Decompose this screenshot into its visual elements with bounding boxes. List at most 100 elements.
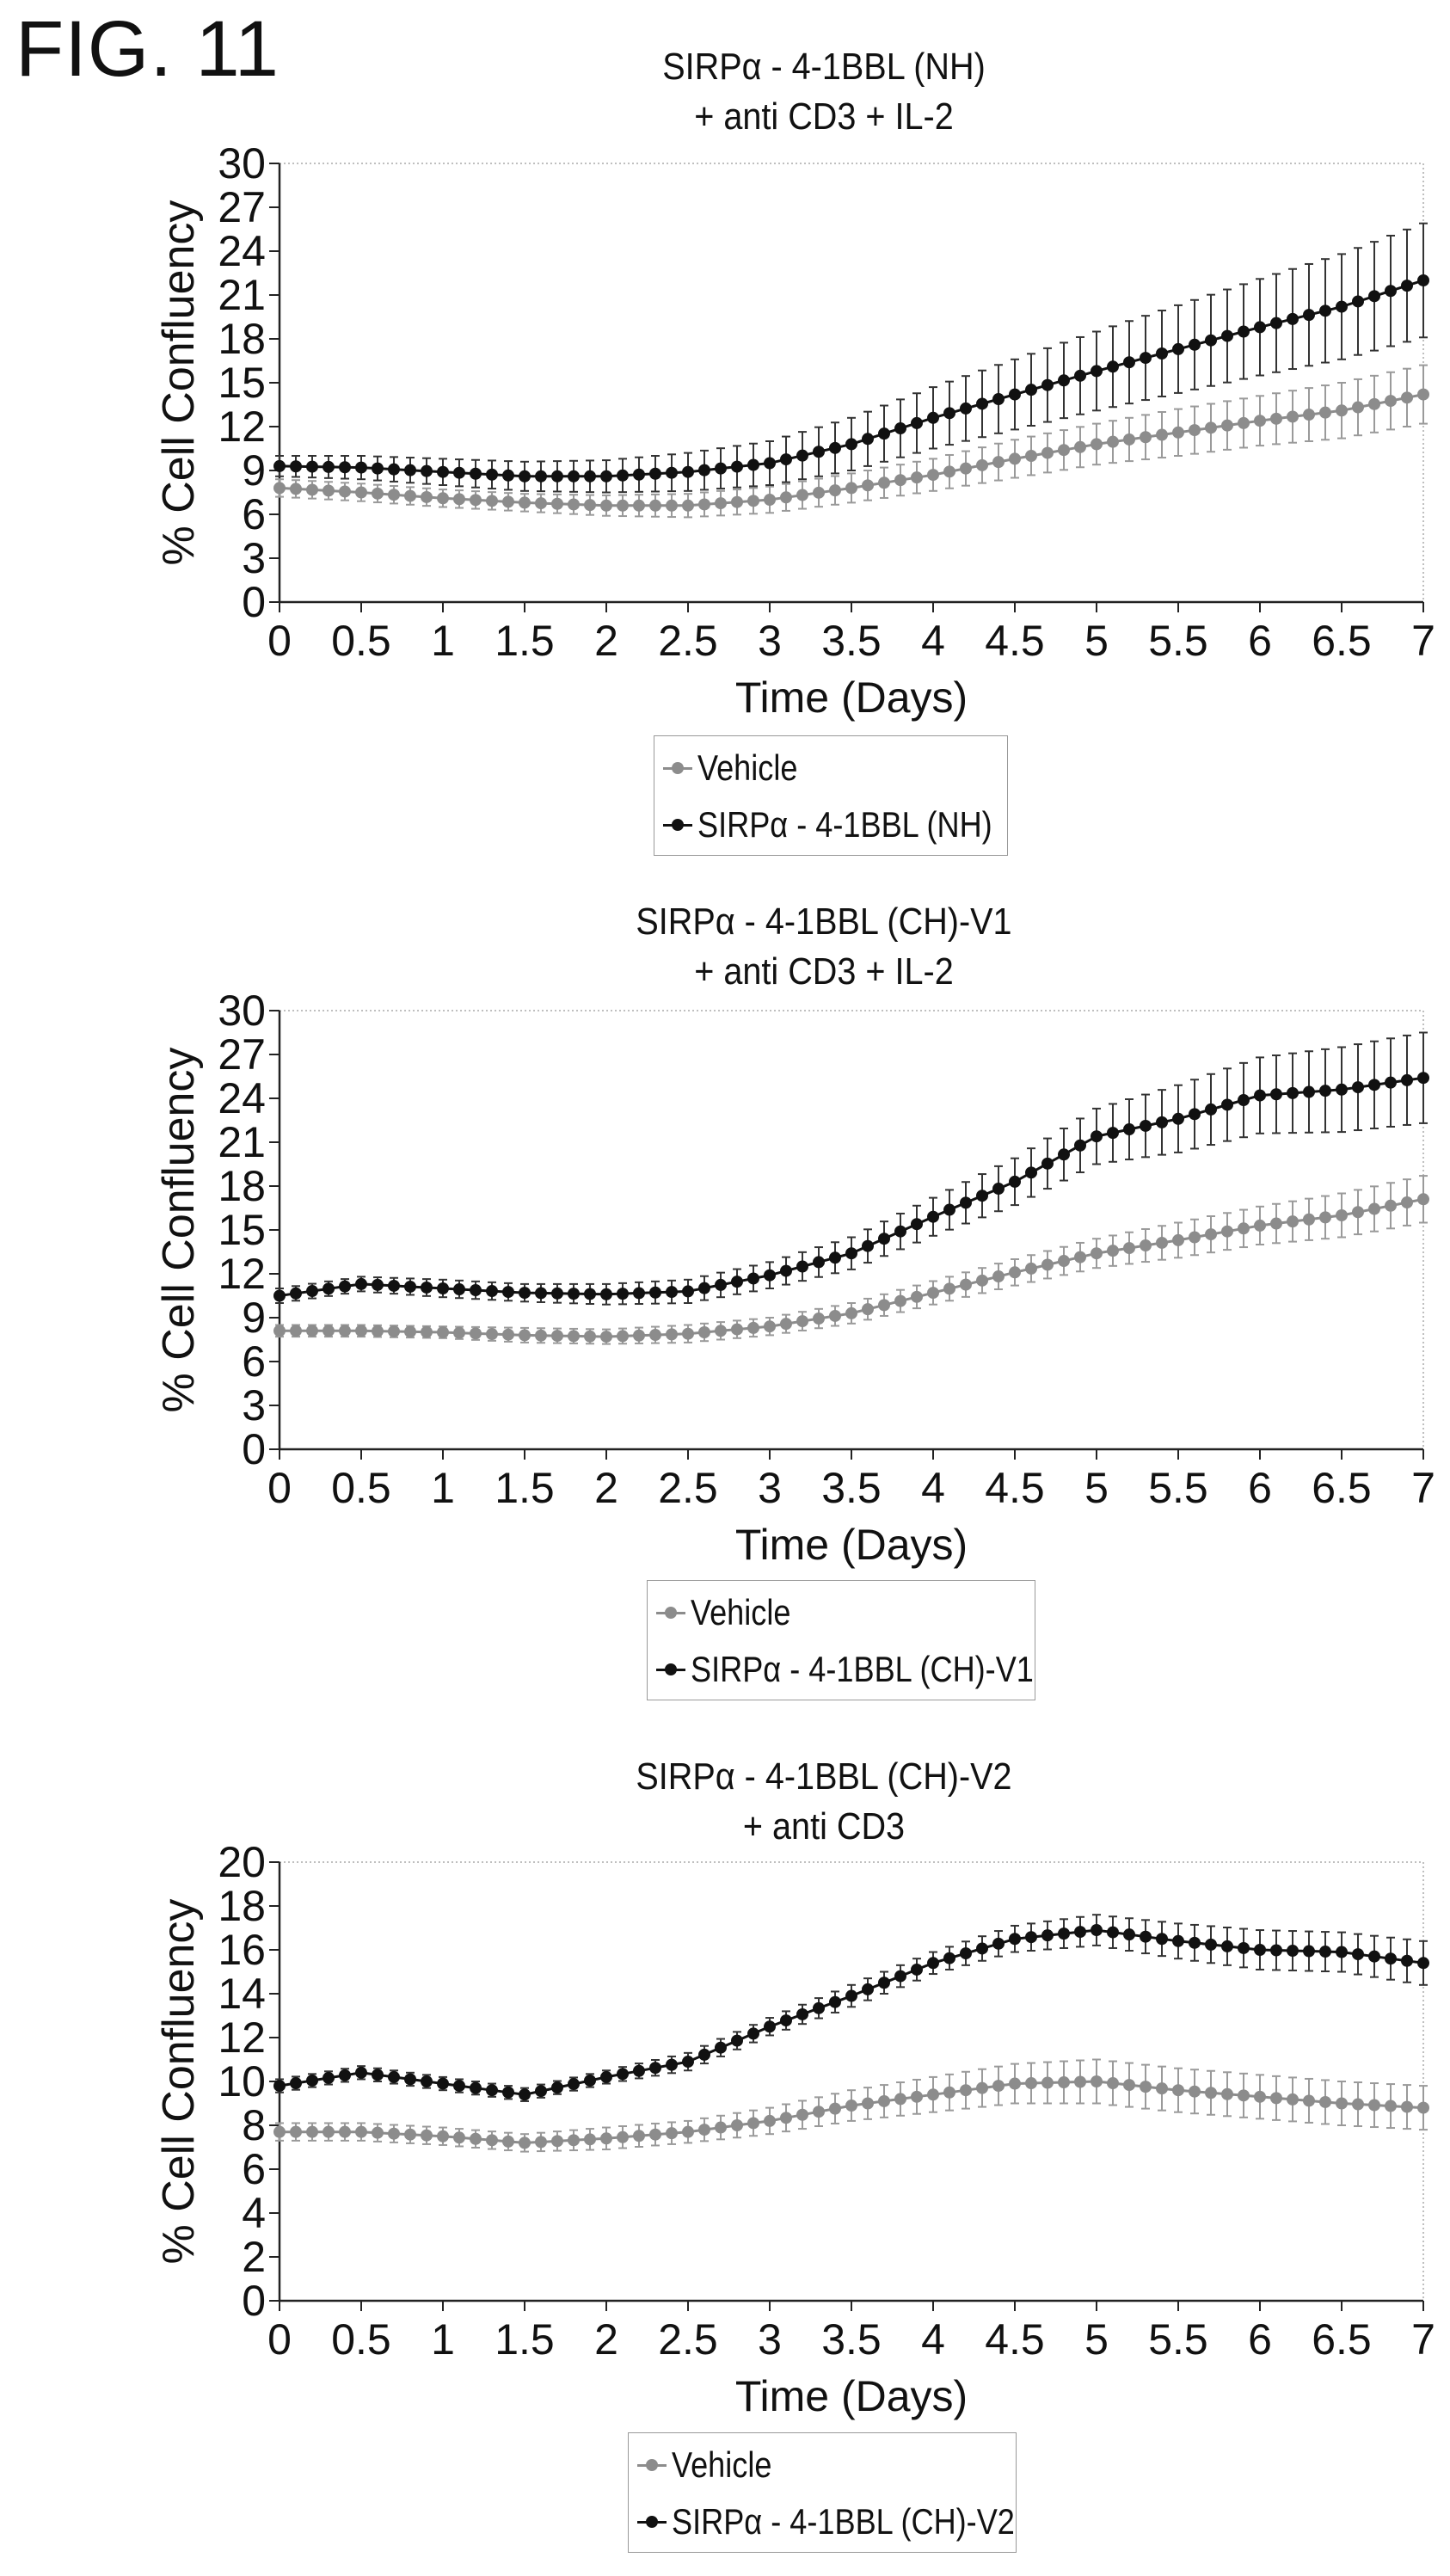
data-point xyxy=(1189,1231,1201,1244)
data-point xyxy=(1401,1954,1413,1967)
data-point xyxy=(551,1287,563,1300)
data-point xyxy=(878,1299,890,1312)
data-point xyxy=(1091,438,1103,451)
data-point xyxy=(600,1331,612,1343)
data-point xyxy=(584,1288,596,1300)
data-point xyxy=(1041,1929,1054,1942)
data-point xyxy=(617,1288,629,1300)
data-point xyxy=(878,1977,890,1989)
data-point xyxy=(747,2117,759,2130)
legend-swatch xyxy=(637,2452,667,2478)
chart-title: SIRPα - 4-1BBL (CH)-V1 xyxy=(636,900,1011,942)
legend-label: SIRPα - 4-1BBL (CH)-V1 xyxy=(691,1649,1034,1689)
data-point xyxy=(1172,426,1184,439)
data-point xyxy=(796,2007,808,2020)
data-point xyxy=(486,468,498,481)
x-tick-label: 1.5 xyxy=(495,2315,555,2364)
data-point xyxy=(960,1196,972,1209)
data-point xyxy=(437,492,449,505)
data-point xyxy=(404,464,416,476)
data-point xyxy=(698,1282,710,1294)
data-point xyxy=(600,2132,612,2145)
data-point xyxy=(780,2014,792,2027)
data-point xyxy=(682,1327,694,1340)
data-point xyxy=(470,1327,482,1340)
data-point xyxy=(1303,1945,1315,1958)
data-point xyxy=(796,2108,808,2121)
x-tick-label: 4 xyxy=(921,617,945,665)
data-point xyxy=(1156,1116,1168,1128)
data-point xyxy=(731,1323,743,1336)
data-point xyxy=(1336,1083,1348,1096)
data-point xyxy=(372,462,384,475)
series-line xyxy=(279,1928,1424,2096)
data-point xyxy=(992,1270,1005,1283)
legend-item: SIRPα - 4-1BBL (CH)-V1 xyxy=(648,1648,1090,1691)
data-point xyxy=(306,1285,318,1298)
data-point xyxy=(1140,1239,1152,1252)
x-tick-label: 5 xyxy=(1084,617,1109,665)
data-point xyxy=(1401,1196,1413,1209)
data-point xyxy=(666,466,678,479)
x-tick-label: 5.5 xyxy=(1148,617,1208,665)
data-point xyxy=(715,1278,727,1291)
legend-swatch xyxy=(663,755,692,781)
data-point xyxy=(1221,329,1233,342)
data-point xyxy=(633,2130,645,2143)
data-point xyxy=(372,487,384,500)
data-point xyxy=(568,2134,580,2147)
data-point xyxy=(600,499,612,512)
data-point xyxy=(502,495,514,508)
y-tick-label: 15 xyxy=(218,1206,266,1254)
data-point xyxy=(1319,1946,1331,1958)
data-point xyxy=(1189,1108,1201,1121)
data-point xyxy=(551,470,563,483)
x-tick-label: 2 xyxy=(594,617,618,665)
data-point xyxy=(290,1287,302,1300)
legend-item: Vehicle xyxy=(648,1591,807,1634)
y-axis-label: % Cell Confluency xyxy=(154,1899,204,2265)
data-point xyxy=(764,2114,776,2127)
data-point xyxy=(1319,1211,1331,1224)
data-point xyxy=(1417,2101,1429,2114)
data-point xyxy=(780,1318,792,1331)
legend-item: SIRPα - 4-1BBL (NH) xyxy=(654,803,1040,846)
data-point xyxy=(1107,360,1119,373)
data-point xyxy=(1270,1944,1282,1957)
data-point xyxy=(666,2058,678,2071)
data-point xyxy=(470,2132,482,2145)
x-tick-label: 1.5 xyxy=(495,617,555,665)
x-tick-label: 5 xyxy=(1084,1464,1109,1512)
x-tick-label: 6 xyxy=(1248,1464,1272,1512)
data-point xyxy=(1401,391,1413,404)
chart-panel-1: SIRPα - 4-1BBL (NH)+ anti CD3 + IL-20369… xyxy=(154,45,1435,722)
y-tick-label: 30 xyxy=(218,139,266,188)
data-point xyxy=(976,2081,988,2094)
y-tick-label: 18 xyxy=(218,315,266,363)
data-point xyxy=(1221,419,1233,432)
data-point xyxy=(372,2126,384,2139)
data-point xyxy=(323,484,335,497)
data-point xyxy=(584,2074,596,2087)
data-point xyxy=(682,2056,694,2069)
y-tick-label: 30 xyxy=(218,987,266,1035)
data-point xyxy=(290,2077,302,2090)
data-point xyxy=(780,2112,792,2124)
data-point xyxy=(1417,1072,1429,1085)
data-point xyxy=(470,2081,482,2094)
data-point xyxy=(976,458,988,471)
data-point xyxy=(829,1309,841,1322)
data-point xyxy=(698,2048,710,2061)
data-point xyxy=(1352,401,1364,414)
data-point xyxy=(649,2062,661,2075)
data-point xyxy=(1336,404,1348,417)
series-treated xyxy=(273,1914,1429,2102)
data-point xyxy=(1172,2084,1184,2097)
y-tick-label: 0 xyxy=(242,1425,266,1473)
data-point xyxy=(437,1326,449,1338)
data-point xyxy=(862,1983,874,1995)
data-point xyxy=(1401,280,1413,292)
data-point xyxy=(1368,2099,1380,2112)
y-tick-label: 12 xyxy=(218,1250,266,1298)
data-point xyxy=(1172,1112,1184,1125)
